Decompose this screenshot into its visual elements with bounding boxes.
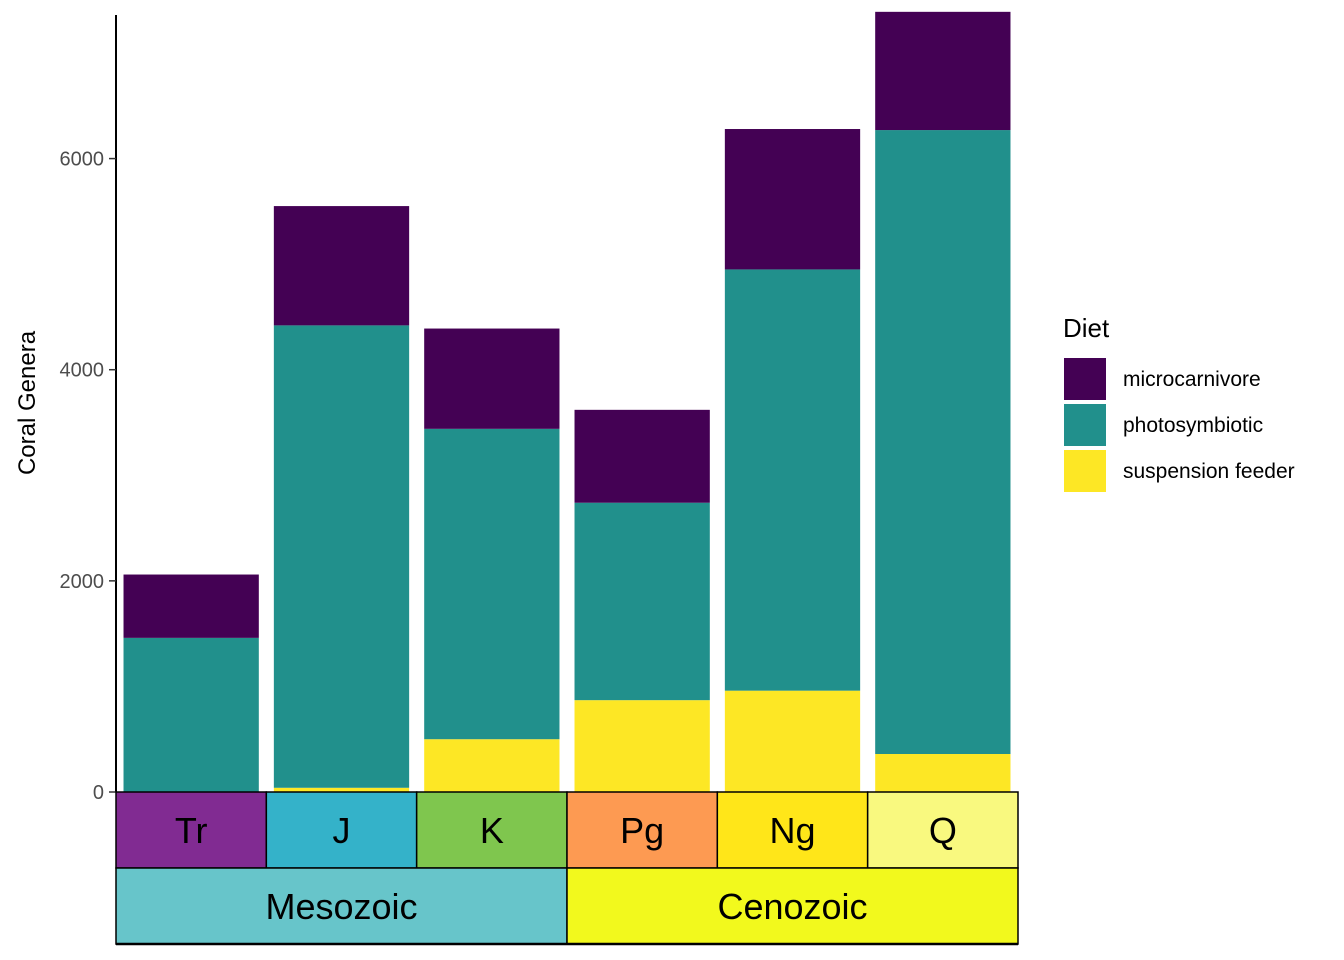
bar-tr-photosymbiotic	[123, 637, 259, 792]
era-label-mesozoic: Mesozoic	[265, 886, 417, 927]
bar-ng-suspension-feeder	[724, 690, 861, 792]
bar-ng-microcarnivore	[724, 129, 861, 270]
bar-j-photosymbiotic	[273, 325, 410, 788]
bar-k-microcarnivore	[424, 328, 560, 429]
y-tick-label: 6000	[60, 149, 105, 171]
bar-q-microcarnivore	[875, 11, 1011, 131]
y-axis-title: Coral Genera	[14, 330, 41, 475]
y-tick-label: 4000	[60, 360, 105, 382]
legend-key-photosymbiotic	[1064, 404, 1106, 446]
legend-key-microcarnivore	[1064, 358, 1106, 400]
legend-label-microcarnivore: microcarnivore	[1123, 368, 1261, 391]
bar-k-photosymbiotic	[424, 428, 560, 740]
period-label-tr: Tr	[175, 810, 208, 851]
period-label-q: Q	[929, 810, 957, 851]
bars-layer	[123, 11, 1011, 792]
bar-q-photosymbiotic	[875, 130, 1011, 754]
period-box-ng	[716, 791, 869, 869]
era-box-cenozoic	[566, 867, 1019, 945]
era-box-mesozoic	[115, 867, 568, 945]
y-tick-label: 0	[93, 782, 104, 804]
y-tick-label: 2000	[60, 571, 105, 593]
bar-pg-microcarnivore	[574, 409, 710, 503]
legend-label-photosymbiotic: photosymbiotic	[1123, 414, 1263, 437]
bar-q-suspension-feeder	[875, 753, 1011, 792]
bar-pg-photosymbiotic	[574, 502, 710, 701]
period-label-pg: Pg	[620, 810, 664, 851]
bar-k-suspension-feeder	[424, 739, 560, 792]
era-label-cenozoic: Cenozoic	[717, 886, 867, 927]
period-label-j: J	[333, 810, 351, 851]
bar-ng-photosymbiotic	[724, 269, 861, 691]
legend-key-suspension-feeder	[1064, 450, 1106, 492]
legend-label-suspension-feeder: suspension feeder	[1123, 460, 1295, 483]
bar-tr-microcarnivore	[123, 574, 259, 638]
bar-j-microcarnivore	[273, 206, 410, 326]
period-label-ng: Ng	[769, 810, 815, 851]
bar-j-suspension-feeder	[273, 787, 410, 792]
legend-title: Diet	[1063, 313, 1110, 343]
period-box-tr	[115, 791, 268, 869]
geologic-timescale: Tr J K Pg Ng Q Mesozoic Cenozoic	[115, 791, 1019, 946]
period-box-q	[866, 791, 1019, 869]
y-ticks: 0 2000 4000 6000	[60, 149, 116, 804]
bar-pg-suspension-feeder	[574, 700, 710, 792]
legend: Diet microcarnivore photosymbiotic suspens…	[1063, 313, 1295, 492]
period-label-k: K	[480, 810, 504, 851]
